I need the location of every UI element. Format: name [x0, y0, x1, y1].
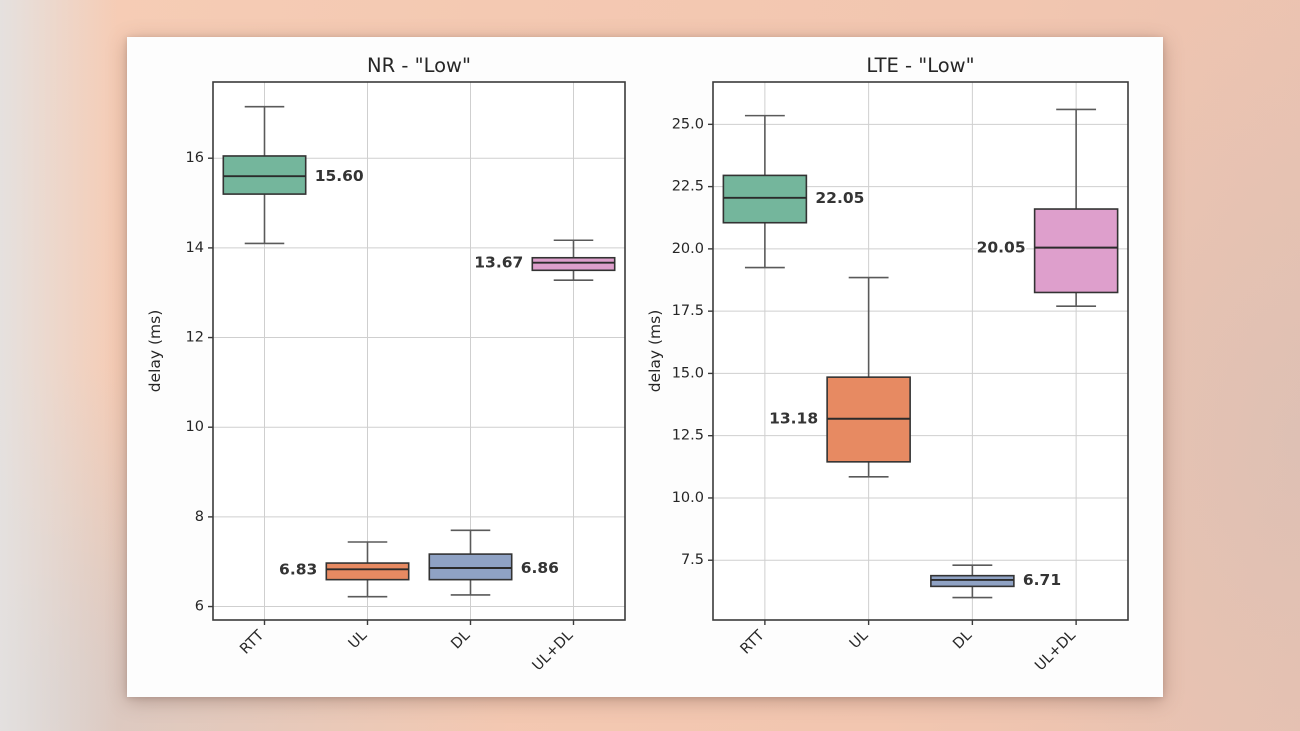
plot-frame	[212, 81, 626, 621]
median-value-label-dl: 6.86	[521, 559, 559, 577]
nr-low-boxplot: 6 8 10 12 14 16 RTT UL DL UL+DL 15.60 6.83 6.86 13.67…	[146, 54, 626, 675]
iqr-box	[325, 562, 410, 581]
iqr-box	[1033, 208, 1119, 294]
iqr-box	[531, 256, 616, 272]
iqr-box	[930, 574, 1015, 588]
box-rtt	[722, 114, 808, 269]
y-tick-label: 17.5	[672, 303, 704, 319]
x-tick-label-ul-dl: UL+DL	[530, 628, 577, 675]
y-tick-label: 22.5	[672, 179, 704, 195]
y-tick-label: 10	[186, 419, 204, 435]
median-value-label-ul-dl: 20.05	[977, 239, 1026, 257]
x-tick-label-dl: DL	[950, 628, 975, 653]
iqr-box	[222, 155, 307, 195]
median-value-label-ul-dl: 13.67	[474, 254, 523, 272]
box-ul	[826, 276, 911, 478]
y-tick-label: 8	[195, 509, 204, 525]
chart-card: 6 8 10 12 14 16 RTT UL DL UL+DL 15.60 6.83 6.86 13.67…	[127, 37, 1163, 697]
median-value-label-rtt: 15.60	[315, 167, 364, 185]
y-tick-label: 25.0	[672, 116, 704, 132]
box-rtt	[222, 105, 307, 245]
box-dl	[428, 529, 513, 596]
median-value-label-ul: 6.83	[279, 560, 317, 578]
x-tick-label-rtt: RTT	[237, 627, 267, 657]
chart-title: LTE - "Low"	[866, 54, 974, 77]
x-tick-label-ul: UL	[346, 628, 371, 653]
chart-title: NR - "Low"	[367, 54, 471, 77]
x-tick-label-dl: DL	[448, 628, 473, 653]
iqr-box	[428, 553, 513, 581]
y-tick-label: 7.5	[681, 552, 704, 568]
y-tick-label: 16	[186, 150, 204, 166]
plot-frame	[712, 81, 1129, 621]
y-axis-label: delay (ms)	[646, 310, 664, 393]
box-ul-dl	[531, 239, 616, 281]
y-axis-label: delay (ms)	[146, 310, 164, 393]
box-ul	[325, 541, 410, 598]
median-value-label-rtt: 22.05	[815, 189, 864, 207]
y-tick-label: 10.0	[672, 490, 704, 506]
y-tick-label: 12.5	[672, 428, 704, 444]
y-tick-label: 6	[195, 599, 204, 615]
plot-area	[713, 82, 1128, 620]
median-value-label-ul: 13.18	[769, 410, 818, 428]
x-tick-label-ul-dl: UL+DL	[1032, 628, 1079, 675]
y-tick-label: 15.0	[672, 365, 704, 381]
iqr-box	[722, 174, 808, 224]
y-tick-label: 12	[186, 330, 204, 346]
median-value-label-dl: 6.71	[1023, 571, 1061, 589]
y-tick-label: 14	[186, 240, 204, 256]
x-tick-label-rtt: RTT	[738, 627, 768, 657]
y-tick-label: 20.0	[672, 241, 704, 257]
box-ul-dl	[1033, 108, 1119, 307]
box-dl	[930, 564, 1015, 599]
lte-low-boxplot: 7.5 10.0 12.5 15.0 17.5 20.0 22.5 25.0 RTT UL DL UL…	[646, 54, 1129, 675]
x-tick-label-ul: UL	[847, 628, 872, 653]
